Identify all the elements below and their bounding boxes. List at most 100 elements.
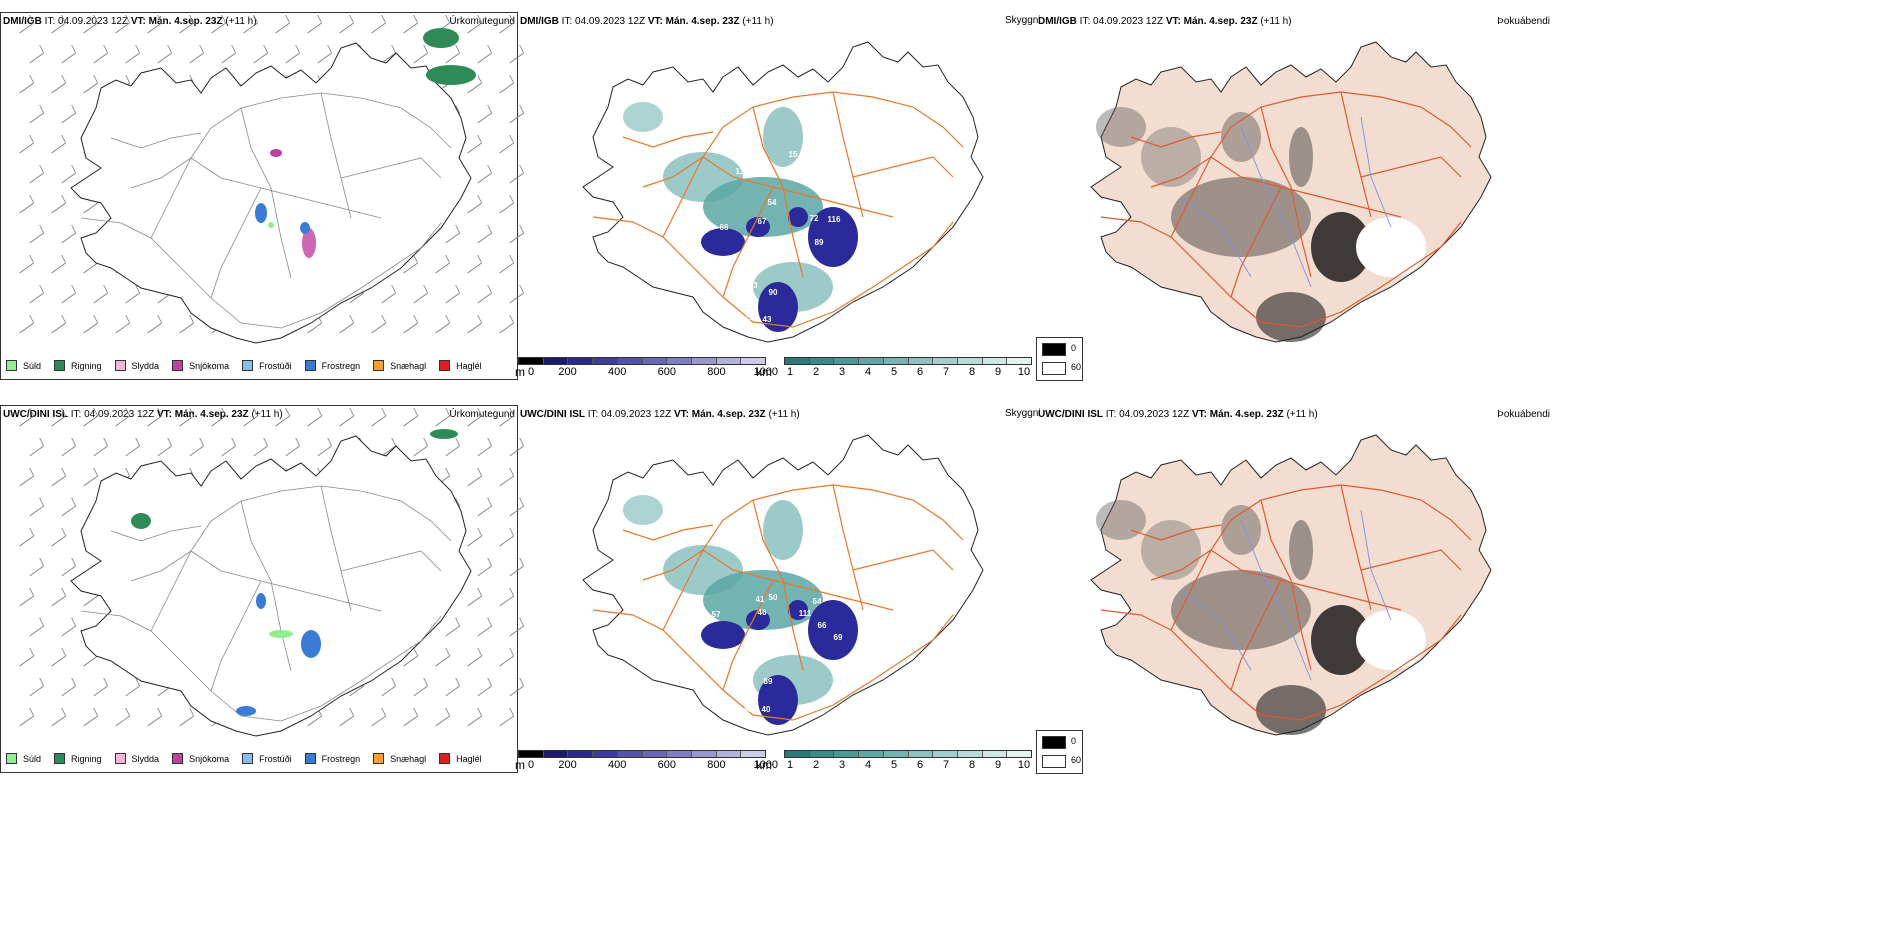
init-time: 04.09.2023 12Z	[84, 409, 155, 420]
ceiling-value-label: 103	[855, 647, 869, 656]
lead-time: (+11 h)	[768, 409, 800, 420]
legend-swatch	[242, 753, 254, 764]
ceiling-value-label: 43	[763, 315, 772, 324]
legend-item: Snæhagl	[373, 360, 426, 371]
fog-legend: 0 60	[1036, 730, 1083, 774]
legend-item: Haglél	[439, 753, 482, 764]
ceiling-tick: 600	[657, 759, 676, 771]
ceiling-unit: m	[515, 365, 525, 379]
legend-swatch	[114, 360, 126, 371]
ceiling-value-label: 54	[768, 198, 777, 207]
precip-type-panel: UWC/DINI ISL IT: 04.09.2023 12Z VT: Mán.…	[0, 405, 525, 773]
valid-time: Mán. 4.sep. 23Z	[1209, 409, 1284, 420]
visibility-tick: 9	[994, 366, 1002, 378]
ceiling-value-label: 58	[698, 619, 707, 628]
ceiling-value-label: 43	[744, 705, 753, 714]
valid-time: Mán. 4.sep. 23Z	[665, 16, 740, 27]
model-name: UWC/DINI ISL	[3, 409, 68, 420]
vt-label: VT:	[647, 16, 663, 27]
it-label: IT:	[1105, 409, 1117, 420]
fog-title: Þokuábendi	[1497, 409, 1550, 420]
ceiling-map	[582, 41, 984, 343]
valid-time: Mán. 4.sep. 23Z	[174, 409, 249, 420]
ceiling-value-label: 111	[799, 609, 812, 618]
visibility-unit: km	[756, 365, 772, 379]
ceiling-value-label: 42	[807, 177, 816, 186]
ceiling-values: 54 72 116 60 66 67 89 133 90 71 43 42 13 15	[700, 150, 841, 324]
init-time: 04.09.2023 12Z	[1093, 16, 1164, 27]
precip-legend: Súld Rigning Slydda Snjókoma Frostúði Fr…	[6, 360, 495, 371]
fog-indicator-panel: DMI/IGB IT: 04.09.2023 12Z VT: Mán. 4.se…	[1036, 12, 1556, 372]
legend-label: Frostregn	[321, 753, 361, 764]
fog-header: UWC/DINI ISL IT: 04.09.2023 12Z VT: Mán.…	[1038, 409, 1318, 421]
ceiling-value-label: 116	[828, 215, 841, 224]
legend-item: Snjókoma	[172, 360, 229, 371]
lead-time: (+11 h)	[225, 16, 257, 27]
ceiling-value-label: 72	[810, 214, 819, 223]
visibility-unit: km	[756, 758, 772, 772]
valid-time: Mán. 4.sep. 23Z	[691, 409, 766, 420]
legend-item: Frostregn	[304, 753, 361, 764]
model-name: DMI/IGB	[520, 16, 559, 27]
init-time: 04.09.2023 12Z	[58, 16, 129, 27]
precip-header: UWC/DINI ISL IT: 04.09.2023 12Z VT: Mán.…	[3, 409, 283, 421]
precip-type-panel: DMI/IGB IT: 04.09.2023 12Z VT: Mán. 4.se…	[0, 12, 525, 380]
ceiling-value-label: 89	[764, 677, 773, 686]
legend-swatch	[6, 753, 17, 764]
legend-item: Snæhagl	[373, 753, 426, 764]
ceiling-colorbar: 0 200 400 600 800 1000 m	[515, 357, 778, 380]
ceiling-value-label: 67	[758, 217, 767, 226]
init-time: 04.09.2023 12Z	[575, 16, 646, 27]
cloud-header: UWC/DINI ISL IT: 04.09.2023 12Z VT: Mán.…	[520, 409, 800, 421]
it-label: IT:	[587, 409, 599, 420]
ceiling-tick: 1000	[753, 759, 778, 771]
ceiling-tick: 800	[707, 759, 726, 771]
valid-time: Mán. 4.sep. 23Z	[1183, 16, 1258, 27]
model-name: DMI/IGB	[3, 16, 42, 27]
ceiling-visibility-panel: DMI/IGB IT: 04.09.2023 12Z VT: Mán. 4.se…	[518, 12, 1036, 380]
legend-swatch	[114, 753, 126, 764]
it-label: IT:	[561, 16, 573, 27]
ceiling-tick: 800	[707, 366, 726, 378]
visibility-tick: 2	[812, 366, 820, 378]
legend-swatch	[6, 360, 17, 371]
legend-label: Snjókoma	[189, 753, 230, 764]
legend-label: Slydda	[131, 360, 160, 371]
ceiling-value-label: 40	[762, 705, 771, 714]
ceiling-value-label: 133	[744, 281, 758, 290]
legend-label: Súld	[23, 753, 42, 764]
legend-item: Súld	[6, 360, 41, 371]
ceiling-value-label: 84	[742, 671, 751, 680]
ceiling-tick: 200	[558, 366, 577, 378]
visibility-tick: 5	[890, 759, 898, 771]
ceiling-value-label: 41	[756, 595, 765, 604]
legend-item: Slydda	[114, 753, 159, 764]
visibility-tick: 8	[968, 759, 976, 771]
ceiling-value-label: 57	[712, 610, 721, 619]
visibility-tick: 9	[994, 759, 1002, 771]
visibility-colorbar: 1 2 3 4 5 6 7 8 9 10 km	[756, 357, 1032, 380]
ceiling-value-label: 71	[745, 313, 754, 322]
ceiling-value-label: 89	[815, 238, 824, 247]
vt-label: VT:	[1191, 409, 1207, 420]
legend-swatch	[373, 360, 385, 371]
ceiling-colorbar: 0 200 400 600 800 1000 m	[515, 750, 778, 773]
model-name: UWC/DINI ISL	[1038, 409, 1103, 420]
ceiling-tick: 0	[528, 759, 535, 771]
fog-title: Þokuábendi	[1497, 16, 1550, 27]
legend-item: Snjókoma	[172, 753, 229, 764]
vt-label: VT:	[156, 409, 172, 420]
legend-swatch	[54, 753, 66, 764]
visibility-tick: 6	[916, 759, 924, 771]
legend-item: Frostúði	[242, 753, 292, 764]
fog-indicator-panel: UWC/DINI ISL IT: 04.09.2023 12Z VT: Mán.…	[1036, 405, 1556, 765]
ceiling-visibility-panel: UWC/DINI ISL IT: 04.09.2023 12Z VT: Mán.…	[518, 405, 1036, 773]
legend-swatch	[439, 753, 451, 764]
ceiling-value-label: 50	[769, 593, 778, 602]
legend-item: Rigning	[54, 360, 102, 371]
ceiling-value-label: 64	[813, 597, 822, 606]
visibility-tick: 4	[864, 366, 872, 378]
visibility-tick: 1	[786, 759, 794, 771]
it-label: IT:	[44, 16, 56, 27]
fog-legend: 0 60	[1036, 337, 1083, 381]
